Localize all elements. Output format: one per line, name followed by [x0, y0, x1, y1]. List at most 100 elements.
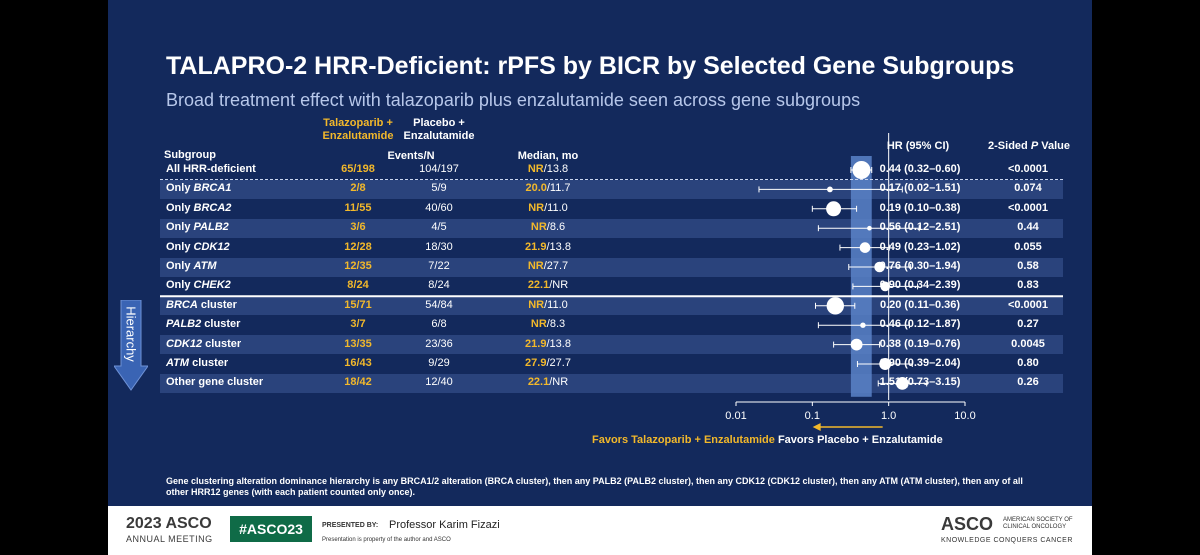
forest-row-marker — [833, 338, 881, 351]
hr-point — [895, 377, 909, 390]
median-months: 21.9/13.8 — [525, 337, 571, 350]
talazoparib-events: 8/24 — [347, 279, 369, 292]
median-months: 20.0/11.7 — [525, 182, 571, 195]
median-months: NR/27.7 — [527, 260, 569, 272]
header-subgroup: Subgroup — [164, 149, 216, 161]
median-months: NR/11.0 — [528, 298, 568, 311]
talazoparib-events: 11/55 — [344, 201, 372, 214]
p-value: 0.44 — [1017, 221, 1039, 234]
hierarchy-label: Hierarchy — [123, 306, 139, 362]
placebo-events: 12/40 — [425, 376, 453, 389]
hr-ci: 0.38 (0.19–0.76) — [879, 337, 961, 350]
hr-point — [852, 161, 871, 179]
talazoparib-events: 12/28 — [344, 240, 372, 253]
hr-point — [880, 281, 891, 292]
footer-annual-meeting: ANNUAL MEETING — [126, 534, 213, 544]
p-value: 0.80 — [1017, 357, 1039, 369]
p-value: 0.27 — [1017, 318, 1039, 331]
talazoparib-events: 2/8 — [350, 182, 366, 195]
row-background — [160, 179, 1063, 199]
x-tick-label: 1.0 — [881, 410, 897, 422]
x-tick-label: 0.01 — [725, 410, 747, 422]
forest-plot — [160, 133, 1063, 431]
placebo-events: 8/24 — [428, 279, 450, 292]
placebo-events: 54/84 — [425, 298, 453, 311]
hr-ci: 0.44 (0.32–0.60) — [879, 163, 961, 175]
median-months: NR/8.3 — [530, 318, 566, 331]
subgroup-label: All HRR-deficient — [166, 163, 256, 175]
hr-point — [826, 297, 845, 315]
hierarchy-arrow: Hierarchy — [114, 300, 148, 392]
forest-row-marker — [817, 322, 910, 329]
forest-row-marker — [852, 281, 919, 292]
placebo-events: 4/5 — [431, 221, 447, 234]
hr-point — [874, 261, 885, 273]
favors-right-label: Favors Placebo + Enzalutamide — [777, 434, 943, 446]
row-background — [160, 335, 1063, 355]
subgroup-label: Only CDK12 — [166, 240, 230, 253]
talazoparib-events: 13/35 — [344, 337, 372, 350]
subgroup-label: Only CHEK2 — [166, 279, 231, 292]
row-background — [160, 373, 1063, 393]
placebo-events: 9/29 — [428, 357, 450, 369]
row-background — [160, 257, 1063, 277]
x-tick-label: 0.1 — [804, 410, 820, 422]
subgroup-label: BRCA cluster — [166, 298, 237, 311]
hr-ci: 0.17 (0.02–1.51) — [879, 182, 961, 195]
favors-labels: Favors Talazoparib + Enzalutamide Favors… — [592, 434, 943, 446]
forest-row-marker — [839, 242, 890, 253]
p-value: 0.055 — [1014, 240, 1042, 253]
subgroup-label: Other gene cluster — [166, 376, 264, 389]
hr-point — [827, 186, 833, 193]
favors-arrowhead — [812, 423, 821, 431]
subgroup-label: PALB2 cluster — [166, 318, 241, 331]
forest-row-marker — [817, 225, 920, 232]
forest-row-marker — [758, 186, 903, 193]
p-value: <0.0001 — [1007, 163, 1049, 175]
header-arm2: Placebo + Enzalutamide — [403, 117, 475, 142]
hr-ci: 0.49 (0.23–1.02) — [879, 240, 961, 253]
presenter-name: Professor Karim Fizazi — [389, 519, 500, 531]
hr-point — [826, 201, 842, 217]
hr-ci: 0.90 (0.34–2.39) — [879, 279, 961, 292]
p-value: 0.83 — [1017, 279, 1039, 292]
talazoparib-events: 3/6 — [350, 221, 366, 234]
placebo-events: 6/8 — [431, 318, 447, 331]
hr-point — [860, 322, 866, 328]
subgroup-label: ATM cluster — [166, 357, 229, 369]
hr-point — [850, 338, 863, 351]
footer: 2023 ASCO ANNUAL MEETING #ASCO23 PRESENT… — [108, 506, 1092, 555]
slide-subtitle: Broad treatment effect with talazoparib … — [166, 90, 861, 110]
median-months: NR/11.0 — [528, 201, 568, 214]
tagline: KNOWLEDGE CONQUERS CANCER — [941, 537, 1073, 544]
header-pvalue: 2-Sided P Value — [988, 140, 1070, 152]
median-months: NR/13.8 — [527, 163, 569, 175]
p-value: <0.0001 — [1007, 201, 1049, 214]
property-note: Presentation is property of the author a… — [322, 537, 451, 543]
p-value: 0.0045 — [1011, 337, 1045, 350]
hr-ci: 0.46 (0.12–1.87) — [879, 318, 961, 331]
forest-row-marker — [814, 297, 856, 315]
asco-logo: ASCO — [941, 514, 994, 534]
median-months: 27.9/27.7 — [525, 357, 571, 369]
p-value: 0.58 — [1017, 260, 1039, 272]
median-months: 21.9/13.8 — [525, 240, 571, 253]
header-hr: HR (95% CI) — [886, 140, 950, 152]
subgroup-label: Only PALB2 — [166, 221, 229, 234]
overall-ci-band — [850, 156, 872, 397]
talazoparib-events: 12/35 — [344, 260, 372, 272]
placebo-events: 23/36 — [425, 337, 453, 350]
header-median: Median, mo — [517, 150, 579, 162]
hr-ci: 0.90 (0.39–2.04) — [879, 357, 961, 369]
hr-ci: 0.19 (0.10–0.38) — [879, 201, 961, 214]
median-months: 22.1/NR — [527, 279, 569, 292]
p-value: <0.0001 — [1007, 298, 1049, 311]
favors-left-label: Favors Talazoparib + Enzalutamide — [592, 434, 775, 446]
slide: TALAPRO-2 HRR-Deficient: rPFS by BICR by… — [108, 0, 1092, 555]
placebo-events: 7/22 — [428, 260, 450, 272]
hr-point — [867, 225, 872, 231]
footer-year-asco: 2023 ASCO — [126, 515, 212, 532]
society-name: AMERICAN SOCIETY OF CLINICAL ONCOLOGY — [1003, 517, 1073, 530]
subgroup-label: Only BRCA2 — [166, 201, 232, 214]
forest-row-marker — [877, 377, 928, 390]
